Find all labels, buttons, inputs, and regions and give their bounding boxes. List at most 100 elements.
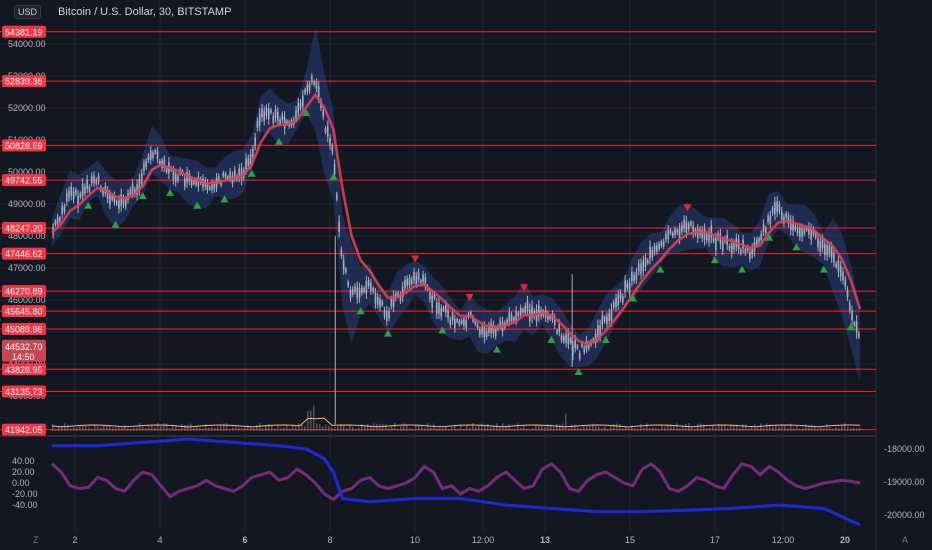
volume-bar: [694, 428, 696, 431]
candle-body: [220, 181, 222, 186]
volume-bar: [304, 426, 306, 431]
candle-body: [531, 306, 533, 318]
candle-body: [406, 278, 409, 286]
volume-bar: [121, 427, 123, 431]
candle-body: [134, 189, 136, 195]
candle-body: [574, 339, 576, 349]
volume-bar: [391, 425, 393, 431]
volume-bar: [139, 423, 141, 431]
candle-body: [667, 229, 670, 239]
candle-body: [705, 233, 708, 241]
axes: 54000.0053000.0052000.0051000.0050000.00…: [2, 25, 925, 545]
time-axis-tick: 17: [710, 535, 720, 545]
buy-signal-marker: [383, 329, 392, 337]
volume-bar: [52, 424, 54, 431]
volume-bar: [97, 426, 99, 431]
candle-body: [417, 272, 420, 280]
candle-body: [272, 116, 275, 124]
level-price-label: 45645.80: [5, 307, 43, 317]
volume-bar: [88, 427, 90, 431]
candle-body: [812, 228, 815, 235]
volume-bar: [472, 423, 474, 431]
candle-body: [367, 280, 370, 287]
candle-body: [81, 183, 84, 196]
volume-bar: [673, 425, 675, 431]
candle-body: [549, 315, 551, 320]
candle-body: [796, 228, 799, 234]
candle-body: [111, 195, 113, 200]
volume-bar: [265, 425, 267, 431]
candle-body: [719, 233, 722, 244]
candle-body: [760, 233, 763, 241]
candle-body: [749, 252, 751, 259]
level-price-tag: [2, 363, 46, 376]
price-axis-tick: 46000.00: [8, 295, 46, 305]
candle-body: [587, 343, 590, 349]
candle-body: [563, 336, 565, 342]
volume-bar: [793, 427, 795, 431]
volume-bar: [214, 427, 216, 431]
volume-bar: [739, 428, 741, 431]
ema-line: [51, 92, 862, 346]
candle-body: [433, 293, 436, 299]
price-axis-tick: 48000.00: [8, 231, 46, 241]
price-axis-tick: 54000.00: [8, 39, 46, 49]
candle-body: [606, 316, 608, 324]
candle-body: [685, 221, 688, 233]
candle-body: [63, 206, 66, 212]
volume-bar: [379, 423, 381, 431]
volume-bar: [229, 428, 231, 431]
volume-bar: [67, 424, 69, 431]
time-axis-tick: 12:00: [772, 535, 795, 545]
currency-button[interactable]: USD: [14, 5, 42, 19]
volume-bar: [550, 424, 552, 431]
candle-body: [821, 238, 824, 249]
volume-bar: [343, 425, 345, 431]
current-price-label: 44532.70: [5, 342, 43, 352]
volume-bar: [499, 426, 501, 431]
volume-bar: [637, 428, 639, 431]
volume-bar: [346, 428, 348, 431]
buy-signal-marker: [629, 294, 638, 302]
candle-body: [851, 310, 853, 321]
candle-body: [646, 259, 649, 264]
candle-body: [72, 191, 75, 200]
candle-body: [631, 271, 633, 282]
buy-signal-marker: [356, 307, 365, 315]
oscillator-left-tick: 20.00: [12, 467, 35, 477]
volume-bar: [607, 428, 609, 431]
price-axis-tick: 52000.00: [8, 103, 46, 113]
volume-bar: [586, 425, 588, 431]
candle-body: [826, 245, 828, 256]
candle-body: [149, 150, 152, 160]
candle-body: [846, 289, 849, 298]
candle-body: [728, 245, 731, 250]
volume-bar: [625, 426, 627, 431]
auto-scale-button[interactable]: A: [902, 535, 909, 545]
candle-body: [379, 298, 381, 308]
volume-bar: [796, 426, 798, 431]
candle-body: [392, 295, 395, 307]
volume-bar: [661, 424, 663, 431]
volume-bar: [679, 428, 681, 431]
candle-body: [299, 102, 302, 109]
volume-bar: [76, 427, 78, 431]
candle-body: [479, 329, 481, 336]
volume-bar: [448, 428, 450, 431]
zoom-reset-button[interactable]: Z: [33, 535, 39, 545]
volume-bar: [316, 423, 318, 431]
volume-bar: [199, 427, 201, 431]
candle-body: [326, 125, 329, 137]
volume-bar: [217, 427, 219, 431]
volume-bar: [526, 428, 528, 431]
volume-bar: [205, 423, 207, 431]
candle-body: [848, 303, 851, 311]
candle-body: [662, 241, 665, 247]
oscillator-left-tick: -20.00: [12, 489, 38, 499]
oscillator-pane[interactable]: [50, 437, 861, 527]
candle-body: [120, 194, 123, 206]
candle-body: [712, 237, 715, 242]
candle-body: [408, 277, 411, 286]
volume-bar: [382, 424, 384, 431]
